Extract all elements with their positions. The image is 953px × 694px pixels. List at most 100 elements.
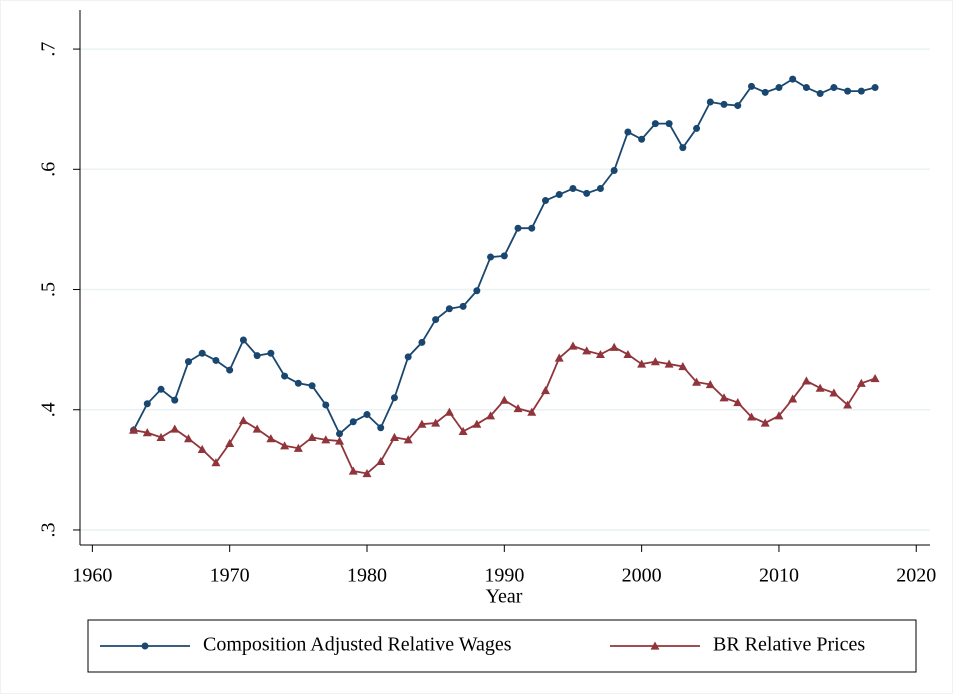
- marker: [486, 411, 496, 420]
- marker: [679, 144, 687, 152]
- marker: [308, 382, 316, 390]
- marker: [514, 224, 522, 232]
- marker: [445, 305, 453, 313]
- marker: [870, 373, 880, 383]
- legend-label: Composition Adjusted Relative Wages: [203, 634, 512, 656]
- marker: [542, 197, 550, 205]
- marker: [322, 401, 330, 409]
- marker: [432, 316, 440, 324]
- marker: [650, 357, 660, 366]
- marker: [829, 388, 839, 397]
- marker: [624, 128, 632, 136]
- marker: [830, 84, 838, 92]
- x-tick-label: 2000: [622, 565, 662, 587]
- x-tick-label: 1970: [210, 565, 250, 587]
- marker: [238, 416, 248, 425]
- marker: [499, 395, 509, 404]
- marker: [527, 407, 537, 416]
- marker: [171, 396, 179, 404]
- y-tick-label: .7: [38, 42, 60, 57]
- marker: [431, 418, 441, 427]
- marker: [362, 468, 372, 478]
- x-tick-label: 2010: [759, 565, 799, 587]
- marker: [156, 432, 166, 441]
- marker: [596, 185, 604, 193]
- marker: [280, 441, 290, 450]
- marker: [856, 378, 866, 387]
- x-tick-label: 1960: [72, 565, 112, 587]
- marker: [473, 287, 481, 295]
- x-tick-label: 1980: [347, 565, 387, 587]
- marker: [294, 379, 302, 387]
- marker: [487, 253, 495, 261]
- marker: [403, 435, 413, 444]
- marker: [500, 252, 508, 260]
- marker: [555, 191, 563, 199]
- marker: [664, 359, 674, 368]
- marker: [816, 90, 824, 98]
- marker: [197, 444, 207, 454]
- marker: [789, 75, 797, 83]
- legend-box: [87, 619, 917, 673]
- marker: [747, 82, 755, 90]
- marker: [293, 443, 303, 452]
- marker: [528, 224, 536, 232]
- marker: [693, 124, 701, 132]
- marker: [389, 432, 399, 441]
- marker: [459, 302, 467, 310]
- marker: [211, 458, 221, 467]
- marker: [349, 418, 357, 426]
- marker: [129, 425, 139, 434]
- marker: [801, 376, 811, 385]
- marker: [404, 353, 412, 361]
- marker: [569, 185, 577, 193]
- marker: [541, 386, 551, 395]
- marker: [321, 435, 331, 444]
- marker: [734, 102, 742, 110]
- marker: [281, 372, 289, 380]
- marker: [610, 167, 618, 174]
- marker: [417, 419, 427, 428]
- marker: [307, 432, 317, 441]
- x-tick-label: 2020: [896, 565, 936, 587]
- marker: [761, 88, 769, 96]
- marker: [390, 394, 398, 402]
- marker: [705, 380, 715, 389]
- marker: [225, 438, 235, 448]
- y-tick-label: .6: [38, 162, 60, 177]
- marker: [692, 377, 702, 386]
- marker: [363, 411, 371, 419]
- marker: [638, 135, 646, 143]
- marker: [418, 338, 426, 346]
- marker: [513, 404, 523, 413]
- marker: [226, 366, 234, 374]
- marker: [212, 356, 220, 364]
- marker: [637, 359, 647, 368]
- marker: [774, 411, 784, 420]
- marker: [472, 419, 482, 428]
- y-tick-label: .3: [38, 522, 60, 537]
- marker: [746, 412, 756, 421]
- marker: [252, 424, 262, 433]
- marker: [650, 641, 660, 650]
- marker: [760, 418, 770, 427]
- marker: [184, 358, 192, 366]
- marker: [266, 434, 276, 443]
- marker: [267, 349, 275, 357]
- marker: [170, 424, 180, 433]
- marker: [595, 349, 605, 359]
- marker: [183, 434, 193, 443]
- marker: [844, 87, 852, 95]
- marker: [775, 84, 783, 92]
- marker: [568, 341, 578, 350]
- marker: [706, 98, 714, 106]
- marker: [142, 428, 152, 437]
- y-tick-label: .4: [38, 402, 60, 417]
- x-tick-label: 1990: [484, 565, 524, 587]
- marker: [444, 407, 454, 416]
- x-axis-label: Year: [486, 586, 523, 608]
- marker: [802, 84, 810, 92]
- marker: [582, 346, 592, 355]
- marker: [377, 424, 385, 432]
